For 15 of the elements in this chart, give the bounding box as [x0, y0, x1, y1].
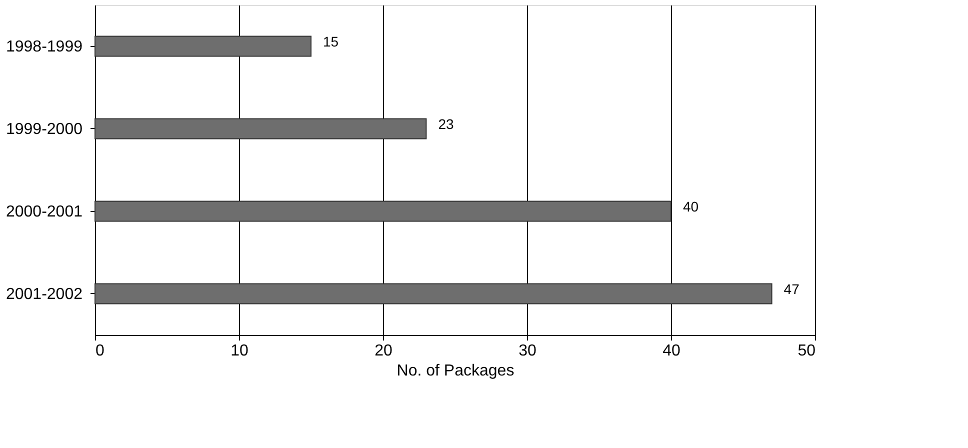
y-tick-label: 2001-2002 [6, 286, 83, 303]
y-tick-label: 1999-2000 [6, 120, 83, 138]
x-tick-label: 0 [96, 342, 104, 360]
data-label: 15 [323, 33, 339, 50]
x-tick-label: 40 [662, 342, 680, 360]
x-tick-label: 10 [230, 342, 248, 360]
y-tick-label: 1998-1999 [6, 38, 83, 56]
data-label: 40 [683, 198, 699, 214]
y-tick-label: 2000-2001 [6, 203, 83, 220]
data-label: 23 [438, 116, 454, 132]
x-axis-title: No. of Packages [396, 362, 514, 380]
x-tick-label: 50 [798, 342, 816, 360]
data-label: 47 [784, 280, 800, 297]
x-tick-label: 30 [518, 342, 536, 360]
x-tick-label: 20 [374, 342, 392, 360]
